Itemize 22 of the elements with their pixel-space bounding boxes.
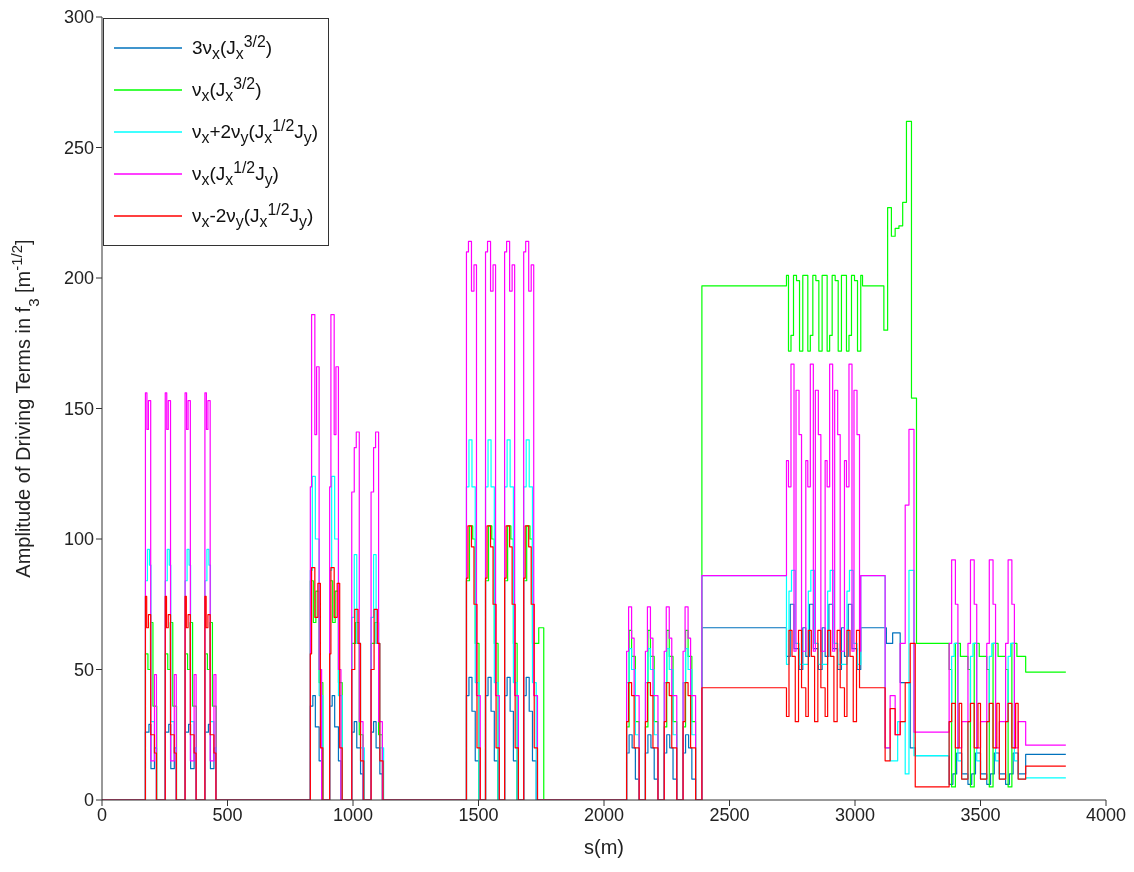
x-tick-label: 1000 <box>332 804 374 825</box>
y-tick-label: 250 <box>63 137 94 158</box>
legend-label: ν$_{x}$(J$_{x}$$^{1/2}$J$_{y}$) <box>192 158 279 190</box>
x-tick-label: 500 <box>212 804 243 825</box>
legend-label: 3ν$_{x}$(J$_{x}$$^{3/2}$) <box>192 32 273 64</box>
legend-label: ν$_{x}$(J$_{x}$$^{3/2}$) <box>192 74 262 106</box>
y-tick-label: 150 <box>63 398 94 419</box>
x-tick-label: 2500 <box>709 804 750 825</box>
x-tick-label: 1500 <box>458 804 499 825</box>
x-tick-label: 0 <box>96 804 108 825</box>
x-tick-label: 2000 <box>583 804 625 825</box>
y-tick-label: 100 <box>63 529 94 550</box>
y-tick-label: 300 <box>63 7 94 28</box>
y-tick-label: 0 <box>83 790 94 811</box>
y-tick-label: 200 <box>63 268 94 289</box>
x-tick-label: 4000 <box>1085 804 1127 825</box>
text: ν$_{x}$-2ν$_{y}$(J$_{x}$$^{1/2}$J$_{y}$) <box>192 200 314 231</box>
x-tick-label: 3000 <box>834 804 876 825</box>
x-axis-title: s(m) <box>584 836 624 858</box>
x-tick-label: 3500 <box>960 804 1001 825</box>
text: ν$_{x}$+2ν$_{y}$(J$_{x}$$^{1/2}$J$_{y}$) <box>192 116 319 147</box>
y-tick-label: 50 <box>73 659 94 680</box>
